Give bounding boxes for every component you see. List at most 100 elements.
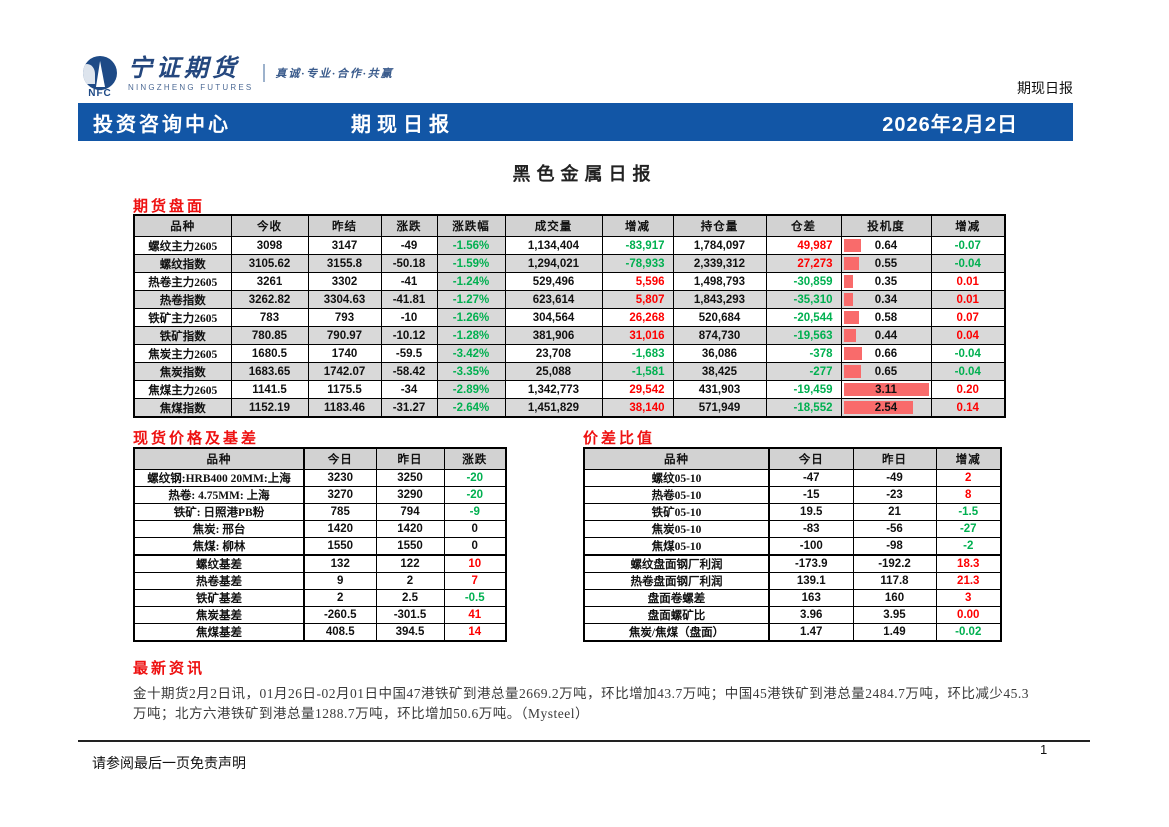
spot-row: 焦炭: 邢台 1420 1420 0 [133,520,507,538]
item-name: 铁矿05-10 [583,503,770,521]
speculation-value: 0.35 [874,275,898,288]
spread-table: 品种 今日 昨日 增减 螺纹05-10 -47 -49 2 热卷05-10 -15 -23 8 铁矿0… [583,447,1002,642]
change-cell: 18.3 [935,554,1002,573]
spec-change-cell: 0.14 [930,398,1006,418]
change-cell: 0 [443,537,507,556]
today-cell: 1550 [303,537,377,556]
yesterday-cell: 160 [852,589,937,607]
speculation-value: 0.44 [874,329,898,342]
open-interest-cell: 2,339,312 [672,254,767,273]
spec-change-cell: 0.01 [930,272,1006,291]
volume-change-cell: 26,268 [601,308,674,327]
oi-change-cell: 27,273 [765,254,842,273]
speculation-cell: 0.64 [840,236,932,255]
speculation-bar [843,275,854,288]
close-cell: 3261 [230,272,309,291]
volume-change-cell: 5,596 [601,272,674,291]
prev-settle-cell: 1740 [307,344,382,363]
banner-department: 投资咨询中心 [93,113,231,136]
change-cell: -2 [935,537,1002,556]
contract-name: 焦炭主力2605 [133,344,232,363]
contract-name: 铁矿主力2605 [133,308,232,327]
change-cell: -41 [380,272,438,291]
spot-row: 螺纹基差 132 122 10 [133,554,507,573]
spec-change-cell: 0.01 [930,290,1006,309]
column-header: 涨跌 [443,447,507,470]
today-cell: 3230 [303,469,377,487]
spread-row: 焦炭/焦煤（盘面） 1.47 1.49 -0.02 [583,623,1002,642]
prev-settle-cell: 793 [307,308,382,327]
column-header: 增减 [930,214,1006,237]
contract-name: 焦煤主力2605 [133,380,232,399]
column-header: 涨跌 [380,214,438,237]
change-cell: -20 [443,469,507,487]
item-name: 热卷05-10 [583,486,770,504]
spread-table-body: 螺纹05-10 -47 -49 2 热卷05-10 -15 -23 8 铁矿05-10 19.5 2… [583,469,1002,642]
section-heading-futures: 期货盘面 [133,199,206,215]
close-cell: 1683.65 [230,362,309,381]
yesterday-cell: -23 [852,486,937,504]
speculation-cell: 3.11 [840,380,932,399]
yesterday-cell: -98 [852,537,937,556]
speculation-value: 0.55 [874,257,898,270]
speculation-bar [843,383,929,396]
change-pct-cell: -1.27% [436,290,506,309]
speculation-value: 0.66 [874,347,898,360]
volume-cell: 1,342,773 [504,380,603,399]
speculation-cell: 0.58 [840,308,932,327]
today-cell: 2 [303,589,377,607]
prev-settle-cell: 3147 [307,236,382,255]
change-pct-cell: -1.59% [436,254,506,273]
section-heading-spot: 现货价格及基差 [133,431,260,447]
yesterday-cell: 122 [375,554,445,573]
item-name: 铁矿基差 [133,589,305,607]
section-heading-spread: 价差比值 [583,431,656,447]
item-name: 螺纹基差 [133,554,305,573]
futures-table-body: 螺纹主力2605 3098 3147 -49 -1.56% 1,134,404 -83,91… [133,236,1006,418]
yesterday-cell: 21 [852,503,937,521]
volume-cell: 529,496 [504,272,603,291]
change-cell: -59.5 [380,344,438,363]
close-cell: 1141.5 [230,380,309,399]
futures-header-row: 品种 今收 昨结 涨跌 涨跌幅 成交量 增减 持仓量 仓差 投机度 增减 [133,214,1006,237]
today-cell: 3.96 [768,606,854,624]
oi-change-cell: -18,552 [765,398,842,418]
spot-table-body: 螺纹钢:HRB400 20MM:上海 3230 3250 -20 热卷: 4.75MM:… [133,469,507,642]
volume-cell: 381,906 [504,326,603,345]
item-name: 焦炭/焦煤（盘面） [583,623,770,642]
speculation-cell: 0.34 [840,290,932,309]
column-header: 昨结 [307,214,382,237]
change-cell: -0.02 [935,623,1002,642]
change-cell: -9 [443,503,507,521]
volume-cell: 23,708 [504,344,603,363]
contract-name: 热卷指数 [133,290,232,309]
speculation-cell: 0.66 [840,344,932,363]
spec-change-cell: -0.04 [930,254,1006,273]
contract-name: 螺纹指数 [133,254,232,273]
change-pct-cell: -1.24% [436,272,506,291]
spread-header-row: 品种 今日 昨日 增减 [583,447,1002,470]
column-header: 增减 [935,447,1002,470]
oi-change-cell: -378 [765,344,842,363]
column-header: 涨跌幅 [436,214,506,237]
yesterday-cell: 794 [375,503,445,521]
change-cell: 0 [443,520,507,538]
yesterday-cell: 3250 [375,469,445,487]
open-interest-cell: 1,784,097 [672,236,767,255]
spec-change-cell: 0.20 [930,380,1006,399]
item-name: 螺纹钢:HRB400 20MM:上海 [133,469,305,487]
volume-change-cell: 5,807 [601,290,674,309]
spot-row: 焦炭基差 -260.5 -301.5 41 [133,606,507,624]
column-header: 今日 [303,447,377,470]
change-cell: -10 [380,308,438,327]
prev-settle-cell: 1742.07 [307,362,382,381]
today-cell: 132 [303,554,377,573]
contract-name: 焦煤指数 [133,398,232,418]
futures-row: 热卷指数 3262.82 3304.63 -41.81 -1.27% 623,614 5,8… [133,290,1006,309]
change-pct-cell: -2.89% [436,380,506,399]
volume-cell: 1,134,404 [504,236,603,255]
today-cell: 3270 [303,486,377,504]
page-number: 1 [1040,742,1048,757]
corner-report-type: 期现日报 [1017,80,1073,96]
prev-settle-cell: 3302 [307,272,382,291]
